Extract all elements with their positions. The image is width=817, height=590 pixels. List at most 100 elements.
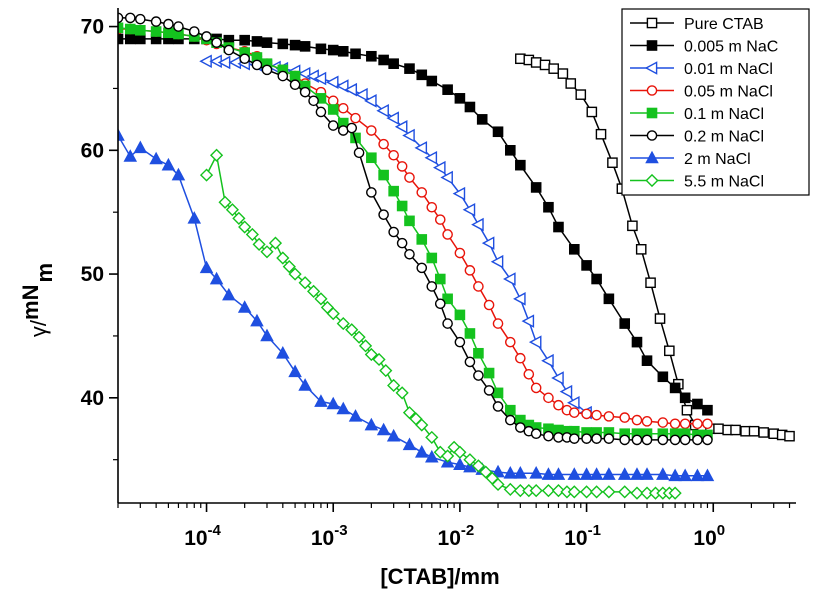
data-point: [464, 356, 476, 368]
data-point: [669, 382, 681, 394]
data-point: [388, 226, 399, 238]
legend-entry: Pure CTAB: [630, 16, 764, 33]
data-point: [404, 63, 415, 74]
data-point: [135, 24, 146, 36]
data-point: [209, 271, 224, 285]
series-line: [118, 17, 708, 441]
data-point: [513, 292, 526, 306]
data-point: [640, 486, 654, 500]
data-point: [378, 169, 389, 181]
data-point: [603, 433, 615, 444]
data-point: [308, 95, 319, 107]
data-point: [619, 412, 631, 423]
data-point: [641, 355, 653, 366]
data-point: [314, 394, 328, 407]
data-point: [442, 293, 453, 305]
data-point: [424, 150, 438, 165]
data-point: [245, 227, 259, 242]
data-point: [641, 434, 653, 446]
data-point: [471, 217, 484, 232]
data-point: [619, 318, 631, 329]
data-point: [530, 428, 542, 440]
data-point: [238, 220, 252, 234]
data-point: [528, 335, 542, 349]
data-point: [503, 272, 516, 286]
data-point: [702, 404, 713, 416]
data-point: [657, 371, 669, 383]
data-point: [426, 75, 438, 87]
data-point: [260, 328, 274, 342]
data-point: [150, 26, 162, 37]
data-point: [481, 236, 495, 250]
data-point: [364, 94, 377, 108]
data-point: [171, 167, 186, 181]
data-point: [453, 457, 467, 470]
data-point: [135, 33, 146, 45]
x-tick-exponent: -3: [334, 522, 347, 539]
data-point: [161, 157, 176, 171]
data-point: [378, 54, 389, 66]
data-point: [350, 112, 361, 124]
data-point: [288, 364, 302, 378]
x-tick-exponent: -2: [461, 522, 474, 539]
data-point: [505, 336, 516, 348]
data-point: [551, 484, 566, 498]
data-point: [307, 284, 321, 298]
data-point: [376, 103, 389, 118]
data-point: [434, 298, 446, 310]
data-point: [251, 36, 263, 47]
x-tick-base: 10: [184, 527, 207, 550]
data-point: [225, 203, 239, 217]
data-point: [133, 140, 148, 154]
data-point: [490, 254, 504, 269]
data-point: [261, 37, 273, 48]
data-point: [453, 445, 467, 459]
data-point: [464, 101, 476, 113]
data-point: [325, 75, 339, 90]
series-1: [118, 33, 713, 416]
data-point: [681, 404, 693, 416]
data-point: [366, 125, 377, 136]
data-point: [327, 104, 339, 115]
legend-label: 0.2 m NaCl: [684, 129, 764, 146]
data-point: [416, 234, 428, 245]
data-point: [442, 229, 453, 240]
data-point: [218, 195, 232, 209]
data-point: [298, 276, 312, 290]
data-point: [618, 485, 632, 499]
data-point: [548, 63, 559, 74]
data-point: [289, 39, 301, 51]
data-point: [513, 466, 528, 479]
data-point: [635, 244, 647, 255]
data-point: [607, 157, 618, 168]
data-point: [388, 185, 399, 197]
y-title-unit-den: m: [32, 263, 57, 283]
data-point: [201, 31, 212, 42]
data-point: [188, 26, 200, 37]
data-point: [434, 214, 446, 225]
data-point: [387, 378, 401, 393]
data-point: [692, 434, 703, 446]
data-point: [396, 237, 408, 249]
data-point: [553, 221, 564, 233]
data-point: [515, 352, 526, 364]
data-point: [282, 260, 296, 274]
y-tick-label: 60: [81, 139, 104, 162]
data-point: [473, 370, 484, 381]
data-point: [631, 414, 643, 426]
legend-marker: [644, 61, 658, 75]
data-point: [396, 161, 408, 172]
data-point: [426, 252, 438, 264]
data-point: [313, 71, 327, 86]
y-title-slash: /: [26, 319, 51, 326]
y-tick-label: 70: [81, 16, 104, 39]
y-axis-title: γ/mNm: [18, 263, 57, 337]
data-point: [669, 434, 681, 446]
series-2: [199, 54, 592, 420]
data-point: [434, 273, 446, 285]
data-point: [679, 418, 691, 430]
data-point: [690, 468, 705, 482]
data-point: [543, 201, 554, 213]
data-point: [454, 309, 466, 321]
